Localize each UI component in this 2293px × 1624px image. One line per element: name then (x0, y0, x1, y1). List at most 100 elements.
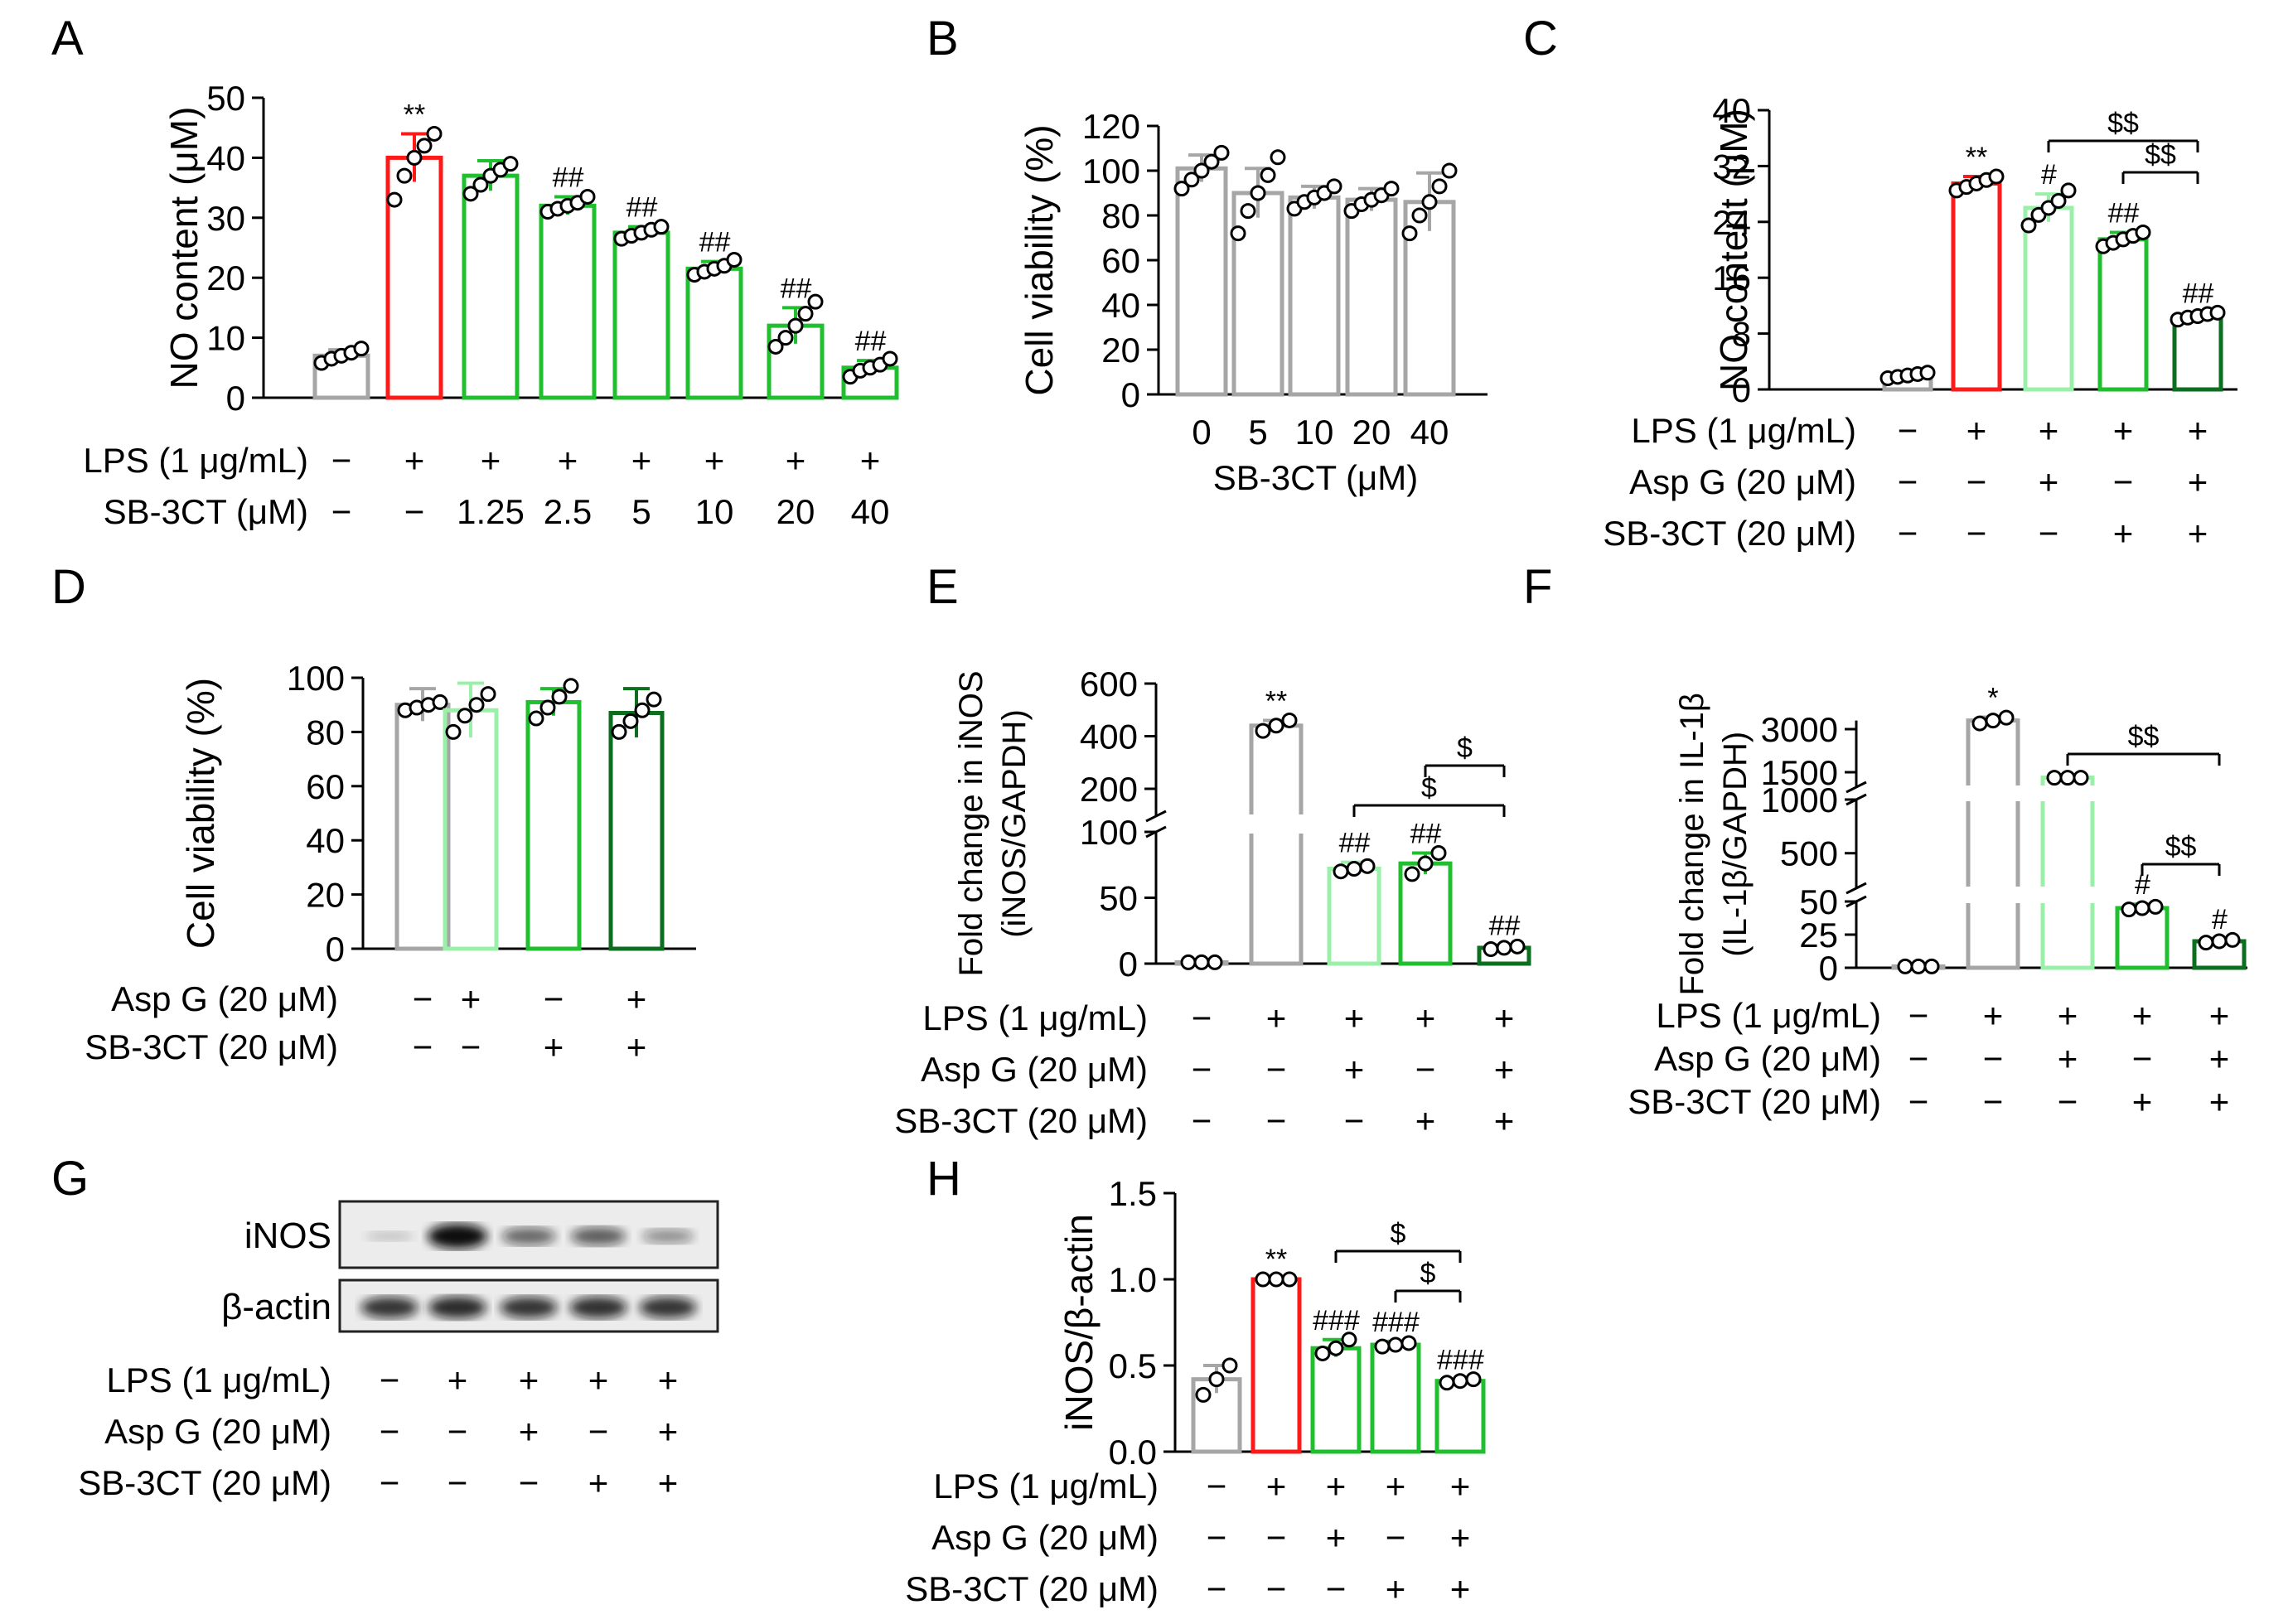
condition-value: + (704, 441, 725, 480)
condition-value: + (860, 441, 881, 480)
data-point (1897, 958, 1913, 974)
condition-value: + (2058, 1039, 2078, 1078)
data-point (1221, 1357, 1238, 1374)
y-axis-label: (iNOS/GAPDH) (996, 709, 1033, 938)
bar (462, 173, 520, 400)
data-point (1195, 1386, 1212, 1403)
y-tick-label: 60 (1101, 241, 1140, 280)
condition-value: − (2132, 1039, 2153, 1078)
condition-value: + (1344, 1050, 1365, 1089)
y-tick-label: 80 (306, 713, 345, 752)
significance-label: # (2041, 159, 2058, 191)
data-point (1910, 958, 1927, 974)
condition-value: + (1494, 1050, 1515, 1089)
y-tick-label: 60 (306, 767, 345, 806)
condition-value: + (2188, 411, 2208, 450)
condition-value: − (1898, 462, 1918, 501)
bar (2040, 776, 2095, 970)
condition-value: − (331, 492, 352, 531)
data-point (1988, 168, 2005, 185)
comparison-label: $ (1421, 772, 1437, 804)
bar-break-gap (1248, 814, 1304, 834)
band-label: β-actin (221, 1287, 331, 1327)
data-point (1173, 181, 1190, 197)
bar (2023, 205, 2074, 392)
condition-value: + (519, 1361, 539, 1399)
band (641, 1229, 694, 1244)
comparison-label: $ (1391, 1218, 1406, 1249)
y-tick-label: 200 (1080, 770, 1138, 809)
y-tick-label: 8 (1732, 315, 1751, 354)
condition-value: − (1966, 462, 1987, 501)
condition-value: + (1494, 1101, 1515, 1140)
significance-label: # (2135, 869, 2151, 901)
y-tick-label: 120 (1082, 107, 1140, 146)
data-point (634, 702, 651, 718)
condition-value: − (380, 1412, 400, 1451)
y-tick-label: 25 (1799, 916, 1838, 955)
condition-value: − (1415, 1050, 1436, 1089)
y-tick-label: 0 (1121, 375, 1140, 414)
condition-value: − (1983, 1039, 2004, 1078)
data-point (653, 219, 670, 235)
y-tick-label: 30 (206, 199, 245, 238)
data-point (1213, 144, 1230, 161)
data-point (1281, 712, 1298, 728)
data-point (353, 341, 370, 357)
y-tick-label: 50 (1099, 879, 1138, 918)
data-point (767, 338, 784, 355)
y-tick-label: 400 (1080, 718, 1138, 756)
condition-value: − (331, 441, 352, 480)
data-point (539, 699, 556, 716)
data-point (797, 306, 814, 322)
y-tick-label: 40 (1101, 286, 1140, 325)
data-point (1328, 1340, 1344, 1356)
data-point (1359, 858, 1376, 874)
data-point (2020, 217, 2037, 234)
y-tick-label: 0.5 (1109, 1346, 1157, 1385)
data-point (2060, 182, 2077, 199)
data-point (1496, 940, 1512, 956)
bar (608, 711, 665, 951)
condition-value: − (1344, 1101, 1365, 1140)
condition-label: SB-3CT (20 μM) (905, 1569, 1159, 1608)
condition-value: − (1326, 1569, 1347, 1608)
y-tick-label: 0 (1819, 949, 1838, 988)
data-point (622, 713, 639, 729)
data-point (2046, 770, 2063, 786)
data-point (2134, 900, 2150, 916)
data-point (1998, 709, 2015, 726)
data-point (1417, 855, 1434, 872)
y-tick-label: 100 (287, 659, 345, 698)
significance-label: ## (854, 326, 887, 357)
data-point (502, 156, 519, 172)
data-point (2059, 770, 2076, 786)
condition-value: + (786, 441, 806, 480)
data-point (1326, 178, 1342, 195)
condition-value: + (558, 441, 578, 480)
comparison-label: $ (1420, 1258, 1436, 1289)
condition-value: 5 (631, 492, 651, 531)
condition-value: 1.25 (457, 492, 525, 531)
data-point (445, 723, 462, 740)
bar (539, 203, 597, 400)
comparison-label: $$ (2165, 831, 2197, 863)
condition-label: SB-3CT (20 μM) (1628, 1082, 1881, 1121)
data-point (1193, 162, 1210, 179)
condition-label: Asp G (20 μM) (921, 1050, 1148, 1089)
panel-letter: F (1523, 560, 1552, 614)
data-point (1333, 863, 1349, 880)
y-axis-label: Fold change in IL-1β (1674, 693, 1710, 995)
data-point (1441, 162, 1458, 179)
condition-value: + (658, 1361, 679, 1399)
condition-label: SB-3CT (20 μM) (85, 1027, 338, 1066)
data-point (2135, 224, 2151, 240)
condition-value: + (1326, 1467, 1347, 1506)
significance-label: ### (1437, 1345, 1485, 1376)
significance-label: ## (1410, 818, 1442, 849)
comparison-label: $$ (2128, 721, 2160, 752)
bar (2115, 906, 2170, 970)
data-point (1374, 1338, 1391, 1355)
data-point (1971, 715, 1988, 732)
